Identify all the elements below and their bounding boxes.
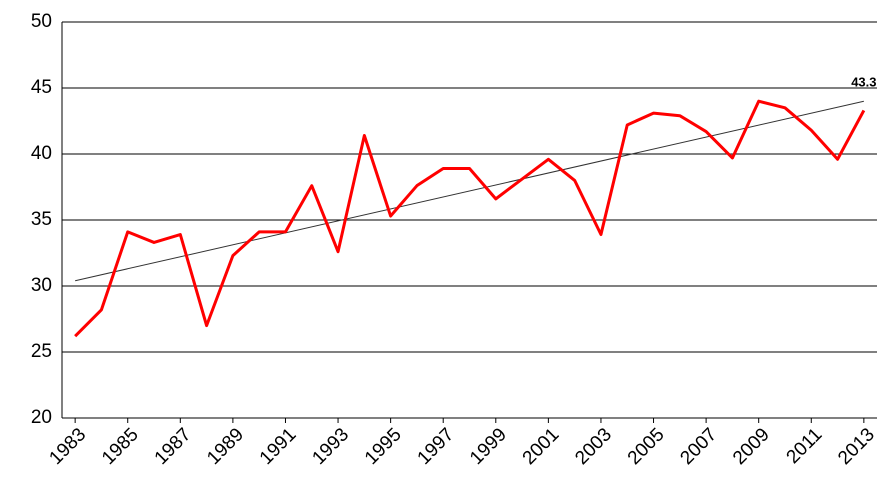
- x-tick-label: 2001: [519, 424, 564, 469]
- trend-line: [75, 100, 864, 282]
- x-tick-label: 2013: [834, 424, 877, 469]
- data-label: 43.3: [851, 75, 876, 90]
- x-tick-label: 1991: [256, 424, 301, 469]
- y-tick-label: 25: [31, 341, 52, 362]
- y-tick-label: 35: [31, 209, 52, 230]
- x-tick-label: 2007: [676, 424, 721, 469]
- y-tick-label: 30: [31, 275, 52, 296]
- x-tick-label: 1987: [151, 424, 196, 469]
- x-tick-label: 2011: [783, 424, 827, 468]
- x-tick-label: 1993: [308, 424, 353, 469]
- x-tick-label: 1995: [361, 424, 406, 469]
- x-tick-label: 2005: [624, 424, 669, 469]
- x-tick-label: 1999: [466, 424, 511, 469]
- x-tick-label: 1983: [45, 424, 90, 469]
- y-tick-label: 40: [31, 143, 52, 164]
- x-tick-label: 2009: [729, 424, 774, 469]
- x-tick-label: 1997: [414, 424, 459, 469]
- x-tick-label: 1985: [98, 424, 143, 469]
- x-tick-label: 1989: [203, 424, 248, 469]
- y-tick-label: 45: [31, 77, 52, 98]
- y-tick-label: 50: [31, 11, 52, 32]
- y-tick-label: 20: [31, 407, 52, 428]
- data-line: [74, 99, 866, 338]
- x-tick-label: 2003: [571, 424, 616, 469]
